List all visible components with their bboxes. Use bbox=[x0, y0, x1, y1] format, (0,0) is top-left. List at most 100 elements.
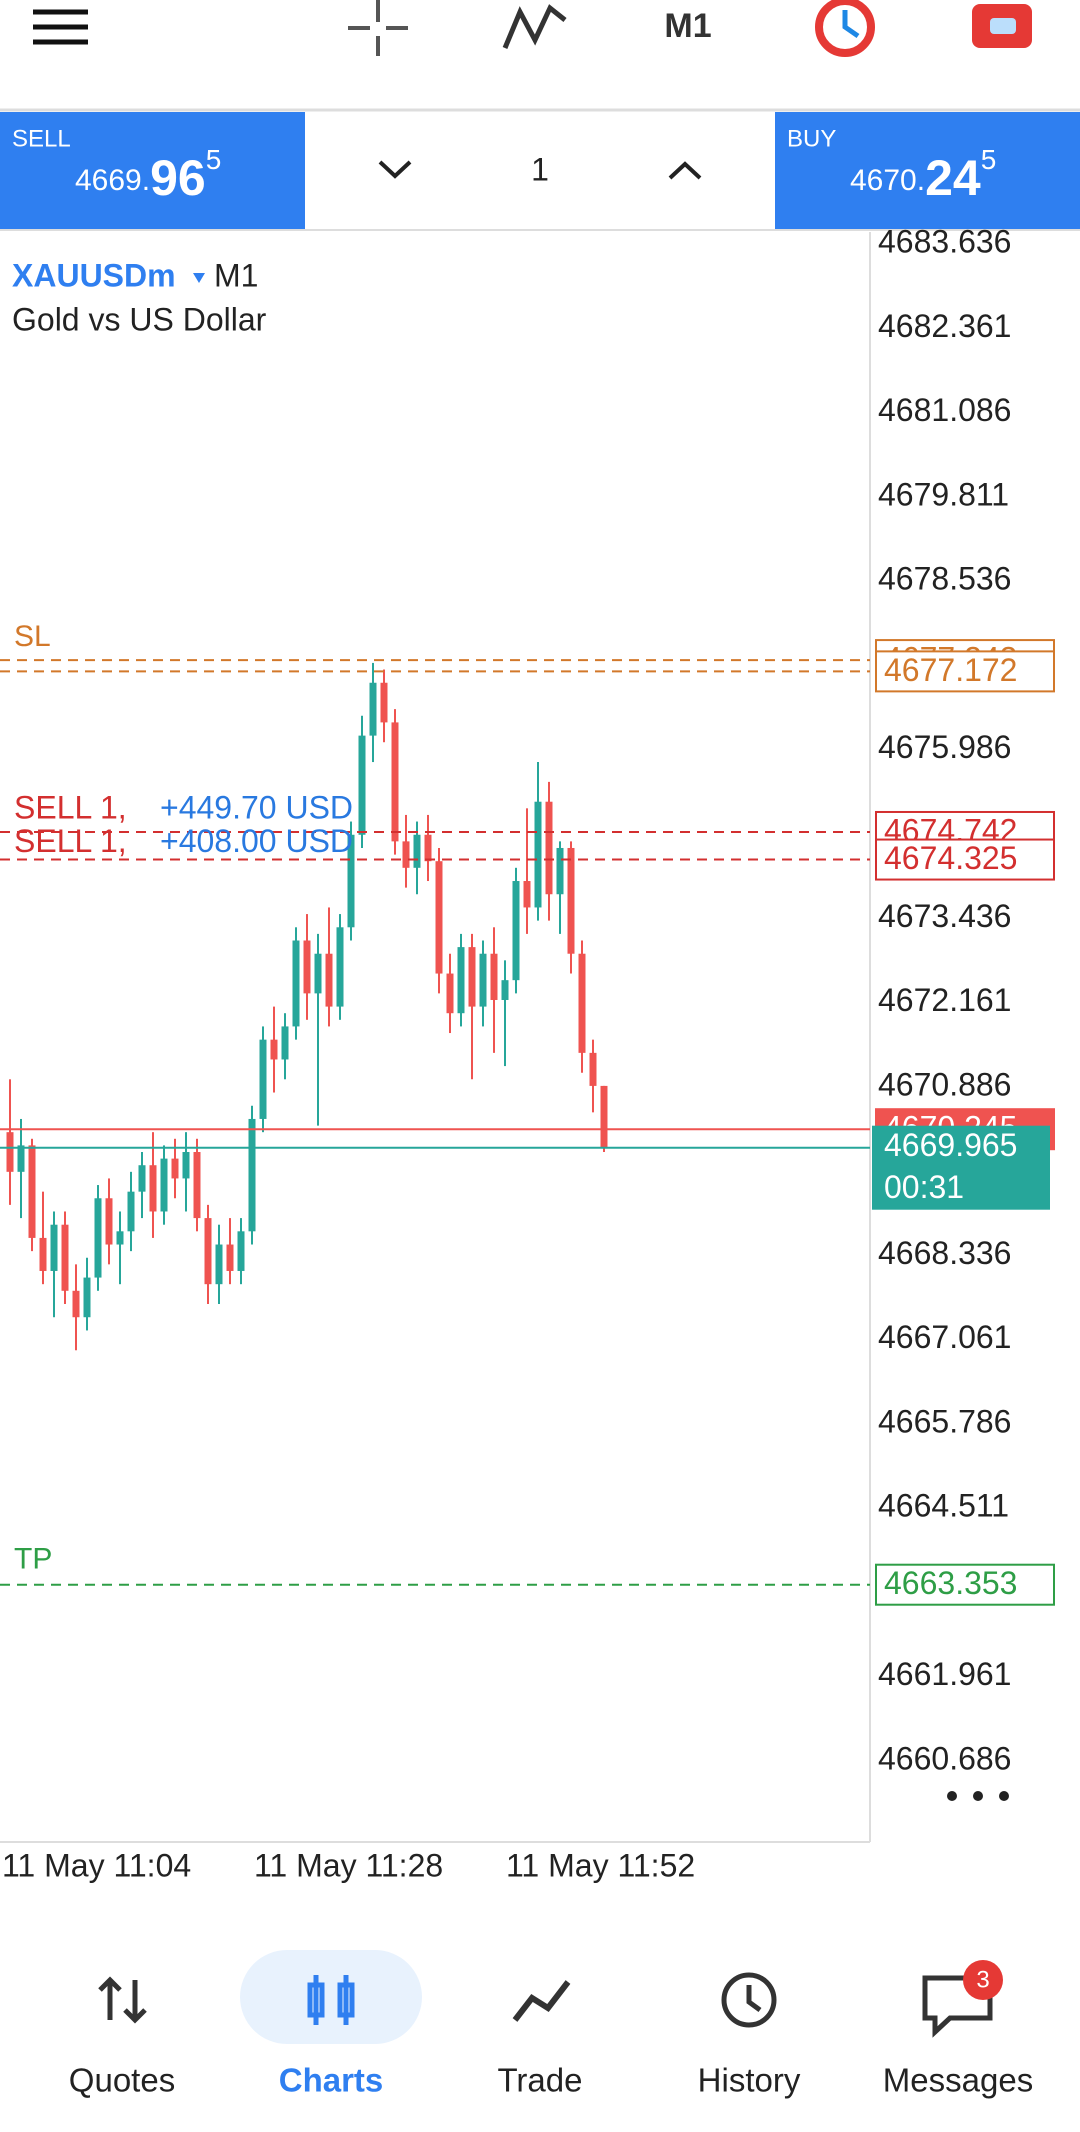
y-tick-label: 4664.511 bbox=[878, 1488, 1009, 1524]
candle-body bbox=[303, 940, 311, 994]
candle-body bbox=[116, 1231, 124, 1245]
volume-decrease[interactable] bbox=[378, 160, 412, 179]
buy-label: BUY bbox=[787, 125, 836, 152]
candle-body bbox=[424, 834, 432, 862]
candle-body bbox=[578, 953, 586, 1053]
candle-body bbox=[6, 1132, 14, 1172]
timeframe-button[interactable]: M1 bbox=[664, 7, 711, 45]
nav-item[interactable]: Charts bbox=[279, 2062, 384, 2099]
menu-button[interactable] bbox=[33, 9, 88, 45]
chart: 4683.636 4682.361 4681.086 4679.811 4678.536… bbox=[0, 224, 1055, 1883]
symbol-dropdown[interactable] bbox=[193, 273, 205, 283]
badge bbox=[963, 1960, 1003, 2000]
candle-body bbox=[149, 1165, 157, 1212]
y-tick-label: 4678.536 bbox=[878, 561, 1011, 597]
y-tick-label: 4668.336 bbox=[878, 1235, 1011, 1271]
candle-body bbox=[72, 1290, 80, 1318]
candle-body bbox=[600, 1085, 608, 1148]
candle-body bbox=[248, 1118, 256, 1232]
candle-body bbox=[369, 682, 377, 736]
crosshair-button[interactable] bbox=[348, 0, 408, 56]
y-tick-label: 4682.361 bbox=[878, 308, 1011, 344]
account-indicator-hand bbox=[842, 10, 860, 39]
candle-body bbox=[193, 1152, 201, 1219]
candle-body bbox=[413, 834, 421, 868]
position-profit: +449.70 USD bbox=[160, 789, 353, 825]
candle-body bbox=[182, 1152, 190, 1179]
account-indicator[interactable] bbox=[815, 0, 875, 57]
active-pill bbox=[240, 1950, 422, 2044]
position-label: SELL 1, bbox=[14, 823, 127, 859]
buy-button[interactable] bbox=[775, 112, 1080, 230]
candle-body bbox=[314, 953, 322, 994]
candle-body bbox=[468, 947, 476, 1007]
candle-body bbox=[402, 841, 410, 868]
x-tick-label: 11 May 11:28 bbox=[254, 1847, 443, 1883]
candle-body bbox=[457, 947, 465, 1014]
charts-icon bbox=[307, 1975, 355, 2025]
nav-item[interactable]: Messages bbox=[883, 2062, 1033, 2099]
y-tick-label: 4670.886 bbox=[878, 1066, 1011, 1102]
bottom-nav: 3 Quotes Charts Trade History Messages bbox=[69, 1950, 1033, 2099]
candle-body bbox=[534, 801, 542, 908]
candle-body bbox=[39, 1237, 47, 1271]
position-profit: +408.00 USD bbox=[160, 823, 353, 859]
trade-icon bbox=[512, 1980, 571, 2022]
candle-body bbox=[556, 847, 564, 895]
volume-increase[interactable] bbox=[668, 161, 702, 180]
candle-body bbox=[259, 1039, 267, 1119]
candle-body bbox=[347, 834, 355, 928]
candle-body bbox=[490, 953, 498, 1000]
nav-item[interactable]: Quotes bbox=[69, 2062, 175, 2099]
candle-body bbox=[380, 682, 388, 723]
candle-body bbox=[567, 847, 575, 954]
candle-body bbox=[501, 980, 509, 1000]
candle-body bbox=[138, 1165, 146, 1192]
candle-body bbox=[17, 1145, 25, 1172]
candle-body bbox=[435, 861, 443, 974]
candle-body bbox=[83, 1277, 91, 1318]
candle-body bbox=[171, 1158, 179, 1179]
indicators-button[interactable] bbox=[502, 4, 567, 49]
y-tick-label: 4681.086 bbox=[878, 392, 1011, 428]
level-label-box bbox=[875, 650, 1055, 693]
sell-label: SELL bbox=[12, 125, 71, 152]
level-label-box bbox=[875, 1563, 1055, 1606]
y-tick-label: 4683.636 bbox=[878, 224, 1011, 260]
candle-body bbox=[237, 1231, 245, 1271]
candle-body bbox=[127, 1191, 135, 1232]
more-dots[interactable] bbox=[947, 1791, 1009, 1801]
y-tick-label: 4661.961 bbox=[878, 1656, 1011, 1692]
tp-label: TP bbox=[14, 1543, 52, 1576]
nav-item[interactable]: Trade bbox=[498, 2062, 583, 2099]
candle-body bbox=[479, 953, 487, 1007]
badge-count: 3 bbox=[976, 1966, 989, 1993]
bid-label: 4669.965 bbox=[884, 1127, 1017, 1163]
symbol[interactable]: XAUUSDm bbox=[12, 257, 176, 293]
candle-body bbox=[391, 722, 399, 842]
history-icon bbox=[721, 1972, 777, 2028]
y-tick-label: 4665.786 bbox=[878, 1403, 1011, 1439]
position-label: SELL 1, bbox=[14, 789, 127, 825]
trade-panel: SELL 4669.965 1 BUY 4670.245 bbox=[0, 112, 1080, 231]
candle-body bbox=[325, 953, 333, 1007]
bar-timer: 00:31 bbox=[884, 1169, 964, 1205]
candle-body bbox=[336, 927, 344, 1007]
candle-body bbox=[160, 1158, 168, 1212]
x-tick-label: 11 May 11:52 bbox=[506, 1847, 695, 1883]
candle-body bbox=[226, 1244, 234, 1271]
sell-button[interactable] bbox=[0, 112, 305, 230]
candle-body bbox=[512, 881, 520, 981]
volume[interactable]: 1 bbox=[531, 151, 549, 187]
sl-label: SL bbox=[14, 620, 51, 653]
symbol-description: Gold vs US Dollar bbox=[12, 301, 267, 337]
level-label: 4663.353 bbox=[884, 1565, 1017, 1601]
candle-body bbox=[358, 735, 366, 835]
candle-body bbox=[105, 1198, 113, 1245]
nav-item[interactable]: History bbox=[698, 2062, 801, 2099]
quotes-icon bbox=[98, 1976, 147, 2024]
candle-body bbox=[50, 1224, 58, 1271]
chart-timeframe: M1 bbox=[214, 257, 258, 293]
